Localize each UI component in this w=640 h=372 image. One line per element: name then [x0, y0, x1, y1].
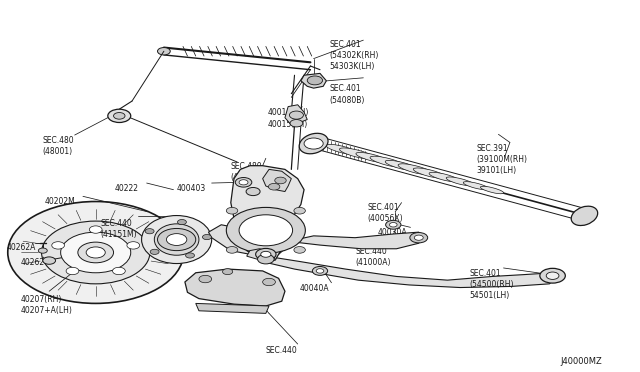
- Circle shape: [268, 183, 280, 190]
- Circle shape: [386, 220, 401, 229]
- Ellipse shape: [385, 160, 418, 171]
- Text: SEC.440
(41000A): SEC.440 (41000A): [355, 247, 390, 267]
- Circle shape: [410, 232, 428, 243]
- Text: J40000MZ: J40000MZ: [561, 357, 603, 366]
- Circle shape: [236, 177, 252, 187]
- Ellipse shape: [446, 177, 474, 186]
- Text: SEC.401
(54302K(RH)
54303K(LH): SEC.401 (54302K(RH) 54303K(LH): [330, 40, 379, 71]
- Circle shape: [289, 111, 303, 119]
- Polygon shape: [301, 73, 326, 88]
- Ellipse shape: [398, 164, 433, 175]
- Circle shape: [150, 249, 159, 254]
- Circle shape: [246, 187, 260, 196]
- Circle shape: [290, 119, 303, 127]
- Ellipse shape: [141, 215, 212, 263]
- Polygon shape: [209, 225, 285, 256]
- Text: SEC.401
(40056X): SEC.401 (40056X): [368, 203, 403, 223]
- Text: 40014(RH)
40015(LH): 40014(RH) 40015(LH): [268, 109, 309, 129]
- Polygon shape: [246, 249, 275, 262]
- Circle shape: [312, 266, 328, 275]
- Circle shape: [113, 112, 125, 119]
- Circle shape: [390, 222, 397, 227]
- Circle shape: [223, 269, 233, 275]
- Circle shape: [227, 208, 305, 253]
- Circle shape: [540, 268, 565, 283]
- Ellipse shape: [300, 133, 328, 154]
- Text: 40222: 40222: [115, 184, 139, 193]
- Circle shape: [255, 248, 276, 260]
- Circle shape: [157, 228, 196, 251]
- Ellipse shape: [572, 206, 598, 225]
- Circle shape: [43, 257, 56, 264]
- Polygon shape: [285, 105, 307, 125]
- Ellipse shape: [356, 153, 388, 163]
- Circle shape: [257, 254, 274, 264]
- Circle shape: [316, 269, 324, 273]
- Circle shape: [78, 242, 113, 263]
- Circle shape: [90, 226, 102, 233]
- Text: 40040A: 40040A: [300, 284, 329, 293]
- Text: SEC.440: SEC.440: [266, 346, 298, 355]
- Circle shape: [166, 234, 187, 246]
- Text: 40030A: 40030A: [378, 228, 407, 237]
- Text: 40202M: 40202M: [45, 197, 76, 206]
- Ellipse shape: [326, 144, 358, 155]
- Circle shape: [227, 208, 238, 214]
- Circle shape: [307, 76, 323, 85]
- Circle shape: [294, 247, 305, 253]
- Circle shape: [66, 267, 79, 275]
- Circle shape: [8, 202, 184, 304]
- Circle shape: [157, 48, 170, 55]
- Circle shape: [38, 248, 47, 253]
- Circle shape: [199, 275, 212, 283]
- Text: 40262: 40262: [20, 258, 45, 267]
- Text: 400403: 400403: [177, 184, 206, 193]
- Circle shape: [127, 242, 140, 249]
- Circle shape: [52, 242, 65, 249]
- Circle shape: [108, 109, 131, 122]
- Polygon shape: [262, 169, 291, 192]
- Circle shape: [113, 267, 125, 275]
- Circle shape: [61, 232, 131, 273]
- Text: 40207(RH)
40207+A(LH): 40207(RH) 40207+A(LH): [20, 295, 72, 315]
- Text: SEC.401
(54080B): SEC.401 (54080B): [330, 84, 365, 105]
- Ellipse shape: [370, 156, 405, 167]
- Circle shape: [145, 229, 154, 234]
- Circle shape: [260, 251, 271, 257]
- Circle shape: [42, 221, 150, 284]
- Polygon shape: [288, 232, 422, 249]
- Circle shape: [202, 234, 211, 240]
- Circle shape: [227, 247, 238, 253]
- Circle shape: [304, 138, 323, 149]
- Text: SEC.480
(48001): SEC.480 (48001): [43, 136, 74, 156]
- Text: 40262A: 40262A: [6, 243, 36, 252]
- Text: SEC.480
(48010D): SEC.480 (48010D): [231, 162, 267, 182]
- Text: SEC.440
(41151M): SEC.440 (41151M): [100, 219, 137, 239]
- Polygon shape: [185, 269, 285, 306]
- Polygon shape: [231, 166, 304, 262]
- Circle shape: [262, 278, 275, 286]
- Polygon shape: [262, 256, 556, 288]
- Ellipse shape: [413, 168, 446, 178]
- Text: SEC.401
(54500(RH)
54501(LH): SEC.401 (54500(RH) 54501(LH): [470, 269, 515, 300]
- Text: SEC.391
(39100M(RH)
39101(LH): SEC.391 (39100M(RH) 39101(LH): [476, 144, 527, 175]
- Circle shape: [86, 247, 105, 258]
- Circle shape: [294, 208, 305, 214]
- Circle shape: [239, 215, 292, 246]
- Ellipse shape: [463, 182, 489, 190]
- Circle shape: [177, 219, 186, 225]
- Circle shape: [414, 235, 423, 240]
- Ellipse shape: [339, 148, 374, 159]
- Ellipse shape: [429, 172, 460, 182]
- Circle shape: [186, 253, 195, 258]
- Ellipse shape: [481, 186, 504, 194]
- Circle shape: [239, 180, 248, 185]
- Circle shape: [546, 272, 559, 279]
- Polygon shape: [196, 304, 269, 313]
- Circle shape: [275, 177, 286, 184]
- Ellipse shape: [154, 224, 199, 255]
